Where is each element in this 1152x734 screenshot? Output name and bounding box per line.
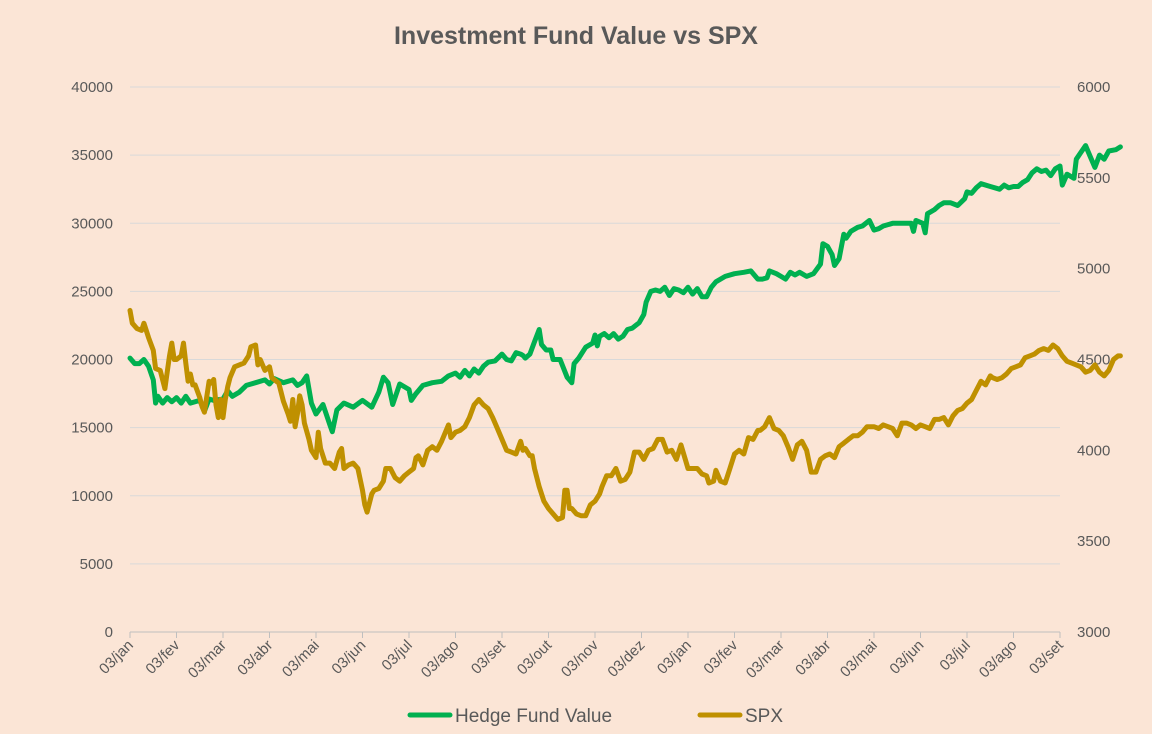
legend-label: SPX xyxy=(745,706,783,727)
left-axis-tick-label: 10000 xyxy=(71,488,113,505)
left-axis-tick-label: 35000 xyxy=(71,147,113,164)
right-axis-tick-label: 6000 xyxy=(1077,79,1110,96)
left-axis-tick-label: 0 xyxy=(105,624,113,641)
left-axis-tick-label: 30000 xyxy=(71,215,113,232)
right-axis-tick-label: 4500 xyxy=(1077,352,1110,369)
left-axis-labels: 0 5000 10000 15000 20000 25000 30000 35000 40000 xyxy=(71,79,113,641)
right-axis-tick-label: 3500 xyxy=(1077,533,1110,550)
hedge-fund-value-line xyxy=(127,143,1123,435)
right-axis-tick-label: 5000 xyxy=(1077,261,1110,278)
legend-label: Hedge Fund Value xyxy=(455,706,612,727)
left-axis-tick-label: 20000 xyxy=(71,352,113,369)
left-axis-tick-label: 15000 xyxy=(71,420,113,437)
left-axis-tick-label: 40000 xyxy=(71,79,113,96)
right-axis-tick-label: 3000 xyxy=(1077,624,1110,641)
left-axis-tick-label: 25000 xyxy=(71,283,113,300)
right-axis-labels: 3000 3500 4000 4500 5000 5500 6000 xyxy=(1077,79,1110,641)
chart-title: Investment Fund Value vs SPX xyxy=(394,22,758,50)
spx-line xyxy=(127,307,1123,522)
right-axis-tick-label: 5500 xyxy=(1077,170,1110,187)
right-axis-tick-label: 4000 xyxy=(1077,442,1110,459)
chart-legend: Hedge Fund Value SPX xyxy=(407,706,783,727)
series-lines xyxy=(127,143,1123,522)
left-axis-tick-label: 5000 xyxy=(80,556,113,573)
